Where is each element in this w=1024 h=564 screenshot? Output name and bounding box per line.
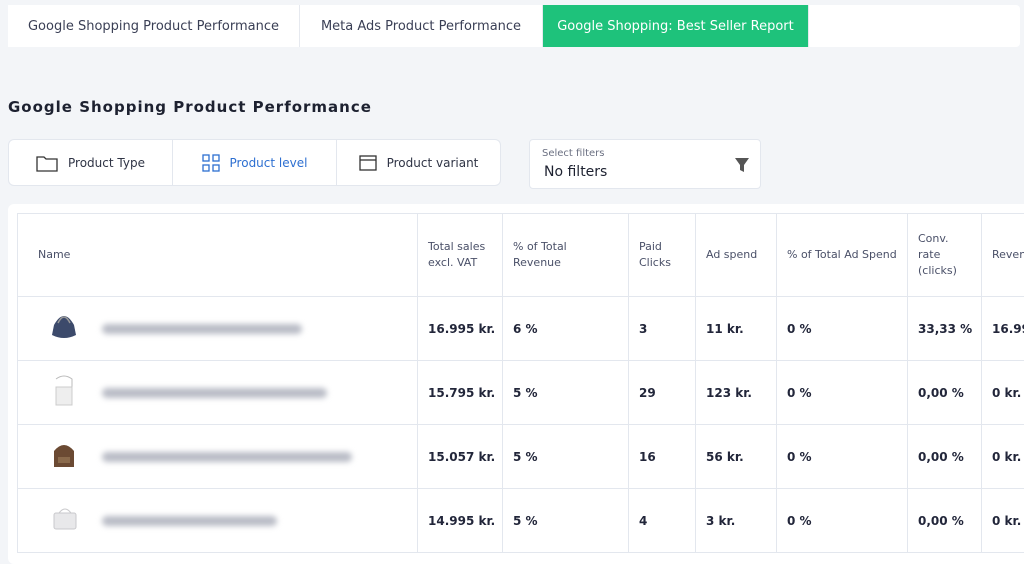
blurred-product-name <box>102 324 302 334</box>
column-header: % of Total Revenue <box>503 214 629 297</box>
product-image <box>46 309 82 349</box>
table-cell: 5 % <box>503 361 629 425</box>
table-cell: 0 % <box>777 297 908 361</box>
blurred-product-name <box>102 516 277 526</box>
table-cell: 4 <box>629 489 696 553</box>
tab[interactable]: Google Shopping Product Performance <box>8 5 300 47</box>
product-image <box>46 437 82 477</box>
window-icon <box>359 154 377 172</box>
blurred-product-name <box>102 388 327 398</box>
folder-icon <box>36 154 58 172</box>
name-cell <box>18 297 418 361</box>
table-cell: 0 kr. <box>982 489 1024 553</box>
column-header: Conv. rate (clicks) <box>908 214 982 297</box>
table-cell: 0,00 % <box>908 361 982 425</box>
table-cell: 0 % <box>777 489 908 553</box>
filter-value: No filters <box>544 164 607 180</box>
filter-icon <box>734 157 750 173</box>
level-label: Product Type <box>68 156 145 170</box>
filter-label: Select filters <box>542 148 605 159</box>
name-cell <box>18 489 418 553</box>
table-cell: 123 kr. <box>696 361 777 425</box>
column-header: % of Total Ad Spend <box>777 214 908 297</box>
table-cell: 29 <box>629 361 696 425</box>
level-label: Product level <box>230 156 308 170</box>
table-cell: 56 kr. <box>696 425 777 489</box>
filter-dropdown[interactable]: Select filters No filters <box>529 139 761 189</box>
name-cell <box>18 361 418 425</box>
product-image <box>46 373 82 413</box>
table-row: 16.995 kr.6 %311 kr.0 %33,33 %16.995 kr. <box>18 297 1024 361</box>
name-cell <box>18 425 418 489</box>
table-cell: 11 kr. <box>696 297 777 361</box>
table-cell: 6 % <box>503 297 629 361</box>
column-header: Revenue incl. VAT <box>982 214 1024 297</box>
level-label: Product variant <box>387 156 479 170</box>
page: Google Shopping Product Performance Meta… <box>0 0 1024 547</box>
section-title: Google Shopping Product Performance <box>8 98 372 116</box>
table-cell: 5 % <box>503 425 629 489</box>
table-cell: 5 % <box>503 489 629 553</box>
tab-active[interactable]: Google Shopping: Best Seller Report <box>543 5 809 47</box>
column-header: Total sales excl. VAT <box>418 214 503 297</box>
table-cell: 33,33 % <box>908 297 982 361</box>
blurred-product-name <box>102 452 352 462</box>
column-header: Name <box>18 214 418 297</box>
table-cell: 16.995 kr. <box>982 297 1024 361</box>
level-option-active[interactable]: Product level <box>172 139 337 186</box>
table-cell: 16 <box>629 425 696 489</box>
table-cell: 0 kr. <box>982 361 1024 425</box>
table-cell: 0,00 % <box>908 425 982 489</box>
column-header: Ad spend <box>696 214 777 297</box>
grid-icon <box>202 154 220 172</box>
table-cell: 3 <box>629 297 696 361</box>
table-body: 16.995 kr.6 %311 kr.0 %33,33 %16.995 kr.… <box>18 297 1024 553</box>
column-header: Paid Clicks <box>629 214 696 297</box>
table-cell: 15.057 kr. <box>418 425 503 489</box>
table-cell: 0 % <box>777 361 908 425</box>
table-cell: 3 kr. <box>696 489 777 553</box>
table-cell: 14.995 kr. <box>418 489 503 553</box>
table-cell: 15.795 kr. <box>418 361 503 425</box>
table-cell: 0 kr. <box>982 425 1024 489</box>
level-option[interactable]: Product Type <box>8 139 173 186</box>
tab[interactable]: Meta Ads Product Performance <box>300 5 543 47</box>
level-option[interactable]: Product variant <box>336 139 501 186</box>
table-cell: 16.995 kr. <box>418 297 503 361</box>
product-image <box>46 501 82 541</box>
table-cell: 0 % <box>777 425 908 489</box>
table-cell: 0,00 % <box>908 489 982 553</box>
